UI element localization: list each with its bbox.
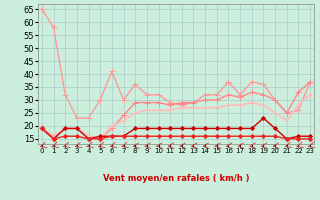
X-axis label: Vent moyen/en rafales ( km/h ): Vent moyen/en rafales ( km/h ) (103, 174, 249, 183)
